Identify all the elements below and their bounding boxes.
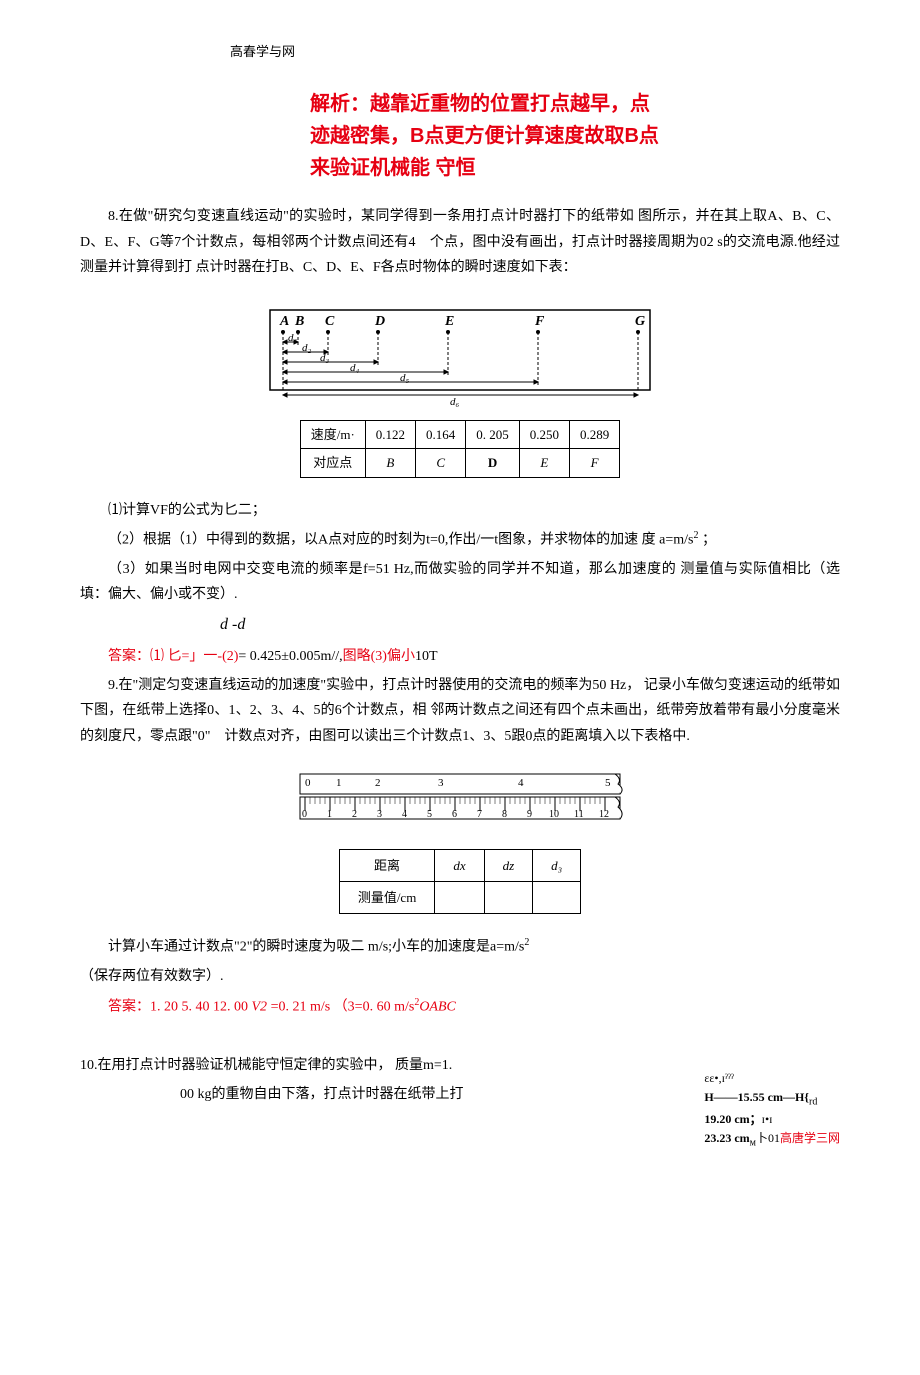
answer-value: = 0.425±0.005m//, [238,649,342,664]
q9-distance-table: 距离 dx dz d₃ 测量值/cm [339,849,581,915]
table-cell: 0.289 [570,420,620,448]
q8-sub2-tail: ； [699,533,717,548]
table-col-d3: d₃ [533,849,581,881]
analysis-title: 解析：越靠近重物的位置打点越早，点 迹越密集，B点更方便计算速度故取B点 来验证… [310,88,840,184]
q10-measurements: ɛɛ•,ɪˀˀˀ H——15.55 cm—H{rd 19.20 cm；ɪ•ɪ 2… [704,1069,840,1152]
svg-text:G: G [635,314,645,329]
table-head-speed: 速度/m· [300,420,365,448]
title-line-1: 解析：越靠近重物的位置打点越早，点 [310,93,650,115]
table-head-point: 对应点 [300,449,365,477]
svg-text:4: 4 [518,777,524,789]
q9-sub: 计算小车通过计数点"2"的瞬时速度为吸二 m/s;小车的加速度是a=m/s2 [80,934,840,960]
svg-text:B: B [294,314,304,329]
q9-answer: 答案：1. 20 5. 40 12. 00 V2 =0. 21 m/s （3=0… [80,994,840,1020]
svg-text:3: 3 [438,777,444,789]
svg-text:d₁: d₁ [288,332,298,344]
q9-intro: 9.在"测定匀变速直线运动的加速度"实验中，打点计时器使用的交流电的频率为50 … [80,673,840,749]
svg-text:E: E [444,314,454,329]
svg-text:4: 4 [402,809,407,820]
table-cell: F [570,449,620,477]
table-cell: 0.164 [416,420,466,448]
q10-r0: ɛɛ•,ɪˀˀˀ [704,1069,840,1088]
page-header: 高春学与网 [230,40,840,63]
svg-text:1: 1 [327,809,332,820]
q10-line1: 10.在用打点计时器验证机械能守恒定律的实验中， 质量m=1. [80,1053,684,1078]
title-line-2: 迹越密集，B点更方便计算速度故取B点 [310,125,659,147]
answer-tail2: 10T [415,649,438,664]
q8-velocity-table: 速度/m· 0.122 0.164 0. 205 0.250 0.289 对应点… [300,420,621,478]
q9-sub-text: 计算小车通过计数点"2"的瞬时速度为吸二 m/s;小车的加速度是a=m/s [108,940,524,955]
answer-label: 答案：⑴ 匕=」一- [108,649,222,664]
svg-text:12: 12 [599,809,609,820]
svg-text:5: 5 [605,777,611,789]
table-cell-empty [533,882,581,914]
q10-r3: 23.23 cmм卜01高唐学三网 [704,1129,840,1151]
svg-text:C: C [325,314,335,329]
q8-sub2: （2）根据（1）中得到的数据，以A点对应的时刻为t=0,作出/一t图象，并求物体… [80,527,840,553]
q10-r2: 19.20 cm；ɪ•ɪ [704,1110,840,1129]
table-cell: D [466,449,520,477]
q10-r1: H——15.55 cm—H{rd [704,1088,840,1110]
q8-sub1: ⑴计算VF的公式为匕二； [80,498,840,523]
q9-answer-text: 答案：1. 20 5. 40 12. 00 [108,999,252,1014]
q8-tape-diagram: A B C D E F G d₁ d₂ [80,300,840,478]
table-col-d2: dz [484,849,533,881]
table-cell-empty [435,882,484,914]
svg-text:10: 10 [549,809,559,820]
table-cell: E [519,449,569,477]
table-cell: C [416,449,466,477]
answer-part2: (2) [222,649,238,664]
svg-text:7: 7 [477,809,482,820]
svg-text:3: 3 [377,809,382,820]
svg-text:1: 1 [336,777,342,789]
svg-text:0: 0 [305,777,311,789]
q9-sub-tail: （保存两位有效数字）. [80,964,840,989]
table-cell: 0. 205 [466,420,520,448]
q8-formula: d -d [220,611,840,640]
svg-text:0: 0 [302,809,307,820]
q8-intro: 8.在做"研究匀变速直线运动"的实验时，某同学得到一条用打点计时器打下的纸带如 … [80,204,840,280]
svg-text:D: D [374,314,385,329]
table-cell: B [365,449,415,477]
svg-text:d₄: d₄ [350,362,360,374]
tape-svg: A B C D E F G d₁ d₂ [250,300,670,420]
q9-answer-v: V2 [252,999,268,1014]
title-line-3: 来验证机械能 守恒 [310,157,476,179]
answer-part3: 图略(3)偏小 [343,649,415,664]
svg-text:9: 9 [527,809,532,820]
table-head-distance: 距离 [339,849,435,881]
svg-text:6: 6 [452,809,457,820]
table-cell-empty [484,882,533,914]
q9-answer-tail: OABC [419,999,456,1014]
q10-line2: 00 kg的重物自由下落，打点计时器在纸带上打 [180,1082,684,1107]
table-col-d1: dx [435,849,484,881]
svg-text:d₅: d₅ [400,372,410,384]
table-cell: 0.122 [365,420,415,448]
svg-text:8: 8 [502,809,507,820]
q9-answer-mid: =0. 21 m/s （3=0. 60 m/s [271,999,415,1014]
table-head-measure: 测量值/cm [339,882,435,914]
svg-text:d₂: d₂ [302,342,312,354]
svg-text:F: F [534,314,545,329]
q8-sub2-text: （2）根据（1）中得到的数据，以A点对应的时刻为t=0,作出/一t图象，并求物体… [108,533,694,548]
q8-sub3: （3）如果当时电网中交变电流的频率是f=51 Hz,而做实验的同学并不知道，那么… [80,557,840,607]
table-cell: 0.250 [519,420,569,448]
svg-text:5: 5 [427,809,432,820]
svg-text:d₃: d₃ [320,352,330,364]
svg-text:A: A [279,314,289,329]
svg-text:11: 11 [574,809,584,820]
q9-ruler-diagram: 0 1 2 3 4 5 [80,769,840,915]
svg-text:2: 2 [375,777,381,789]
q8-answer: 答案：⑴ 匕=」一-(2)= 0.425±0.005m//,图略(3)偏小10T [80,644,840,669]
svg-text:d₆: d₆ [450,396,460,408]
q10-section: 10.在用打点计时器验证机械能守恒定律的实验中， 质量m=1. 00 kg的重物… [80,1049,840,1152]
ruler-svg: 0 1 2 3 4 5 [290,769,630,839]
svg-text:2: 2 [352,809,357,820]
